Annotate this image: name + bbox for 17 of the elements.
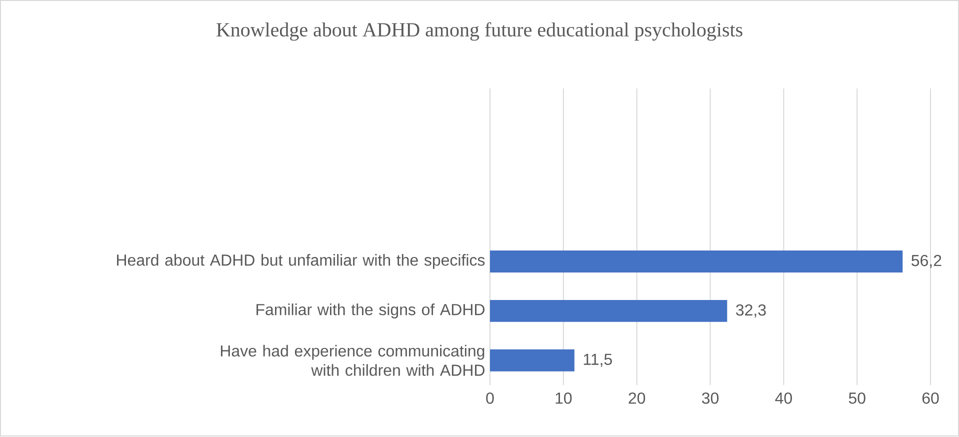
x-tick-label: 60	[922, 392, 939, 404]
bar	[490, 250, 903, 273]
data-label: 32,3	[736, 304, 766, 318]
x-tick-label: 30	[702, 392, 719, 404]
y-tick-label: Familiar with the signs of ADHD	[256, 304, 484, 319]
x-tick-label: 0	[486, 392, 494, 404]
x-tick-label: 20	[628, 392, 646, 404]
y-tick-label: Have had experience communicating with children with ADHD	[220, 345, 484, 376]
x-tick-label: 10	[556, 392, 572, 404]
x-tick-label: 50	[848, 392, 866, 404]
bar	[490, 350, 574, 372]
data-label: 11,5	[584, 354, 612, 368]
data-label: 56,2	[912, 255, 942, 268]
y-tick-label: Heard about ADHD but unfamiliar with the specifics	[117, 254, 485, 270]
chart-title: Knowledge about ADHD among future educational psychologists	[216, 22, 742, 41]
bar	[490, 300, 728, 322]
x-tick-label: 40	[775, 392, 792, 404]
